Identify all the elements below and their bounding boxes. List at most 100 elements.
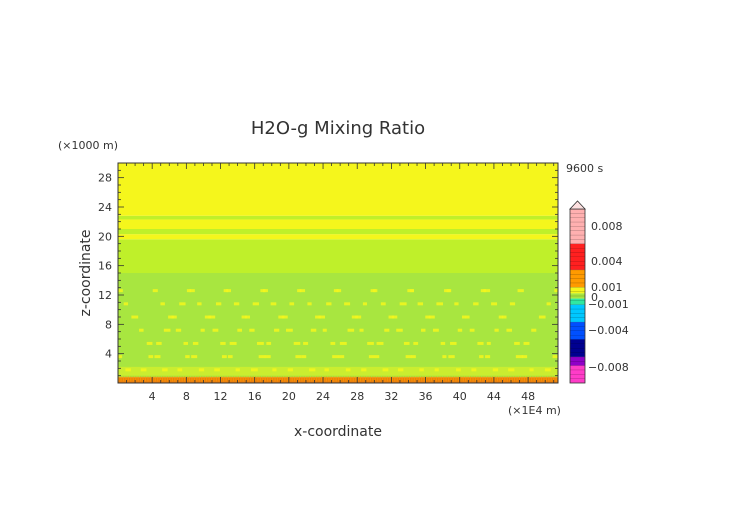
surface-streak [406, 376, 408, 382]
surface-streak [171, 376, 173, 382]
colorbar-tick-label: 0 [591, 291, 598, 304]
wave-streak [249, 328, 255, 332]
wave-streak [388, 315, 395, 319]
wave-streak [264, 355, 271, 359]
surface-streak [399, 376, 401, 382]
wave-streak [185, 355, 190, 359]
surface-streak [316, 376, 318, 382]
surface-streak [186, 376, 188, 382]
surface-streak [191, 376, 193, 382]
wave-streak [118, 355, 123, 359]
surface-streak [506, 376, 508, 382]
wave-streak [362, 302, 367, 306]
wave-streak [491, 302, 498, 306]
wave-streak [473, 302, 479, 306]
colorbar-tick-label: 0.001 [591, 281, 623, 294]
x-tick-label: 12 [214, 390, 228, 403]
surface-streak [528, 376, 530, 382]
wave-streak [229, 341, 237, 345]
colorbar-segment-3 [570, 287, 585, 294]
surface-streak [159, 376, 161, 382]
surface-streak [452, 376, 455, 382]
wave-streak [436, 302, 443, 306]
surface-streak [144, 376, 147, 382]
wave-streak [494, 328, 499, 332]
wave-streak [509, 302, 516, 306]
wave-streak [322, 328, 327, 332]
surface-streak [179, 376, 181, 382]
surface-streak [408, 376, 411, 382]
surface-streak [548, 376, 550, 382]
surface-streak [404, 376, 406, 382]
wave-streak [440, 341, 446, 345]
y-tick-label: 4 [105, 348, 112, 361]
surface-streak [289, 376, 291, 382]
x-tick-label: 20 [282, 390, 296, 403]
surface-streak [188, 376, 191, 382]
wave-streak [156, 341, 162, 345]
wave-streak [256, 341, 264, 345]
wave-streak [309, 368, 316, 372]
wave-streak [359, 328, 364, 332]
wave-streak [517, 289, 524, 293]
x-axis: 4 8 12 16 20 24 28 32 36 40 44 48 [126, 163, 555, 403]
wave-streak [552, 355, 558, 359]
x-tick-label: 4 [149, 390, 156, 403]
wave-streak [274, 328, 280, 332]
surface-streak [269, 376, 271, 382]
wave-streak [179, 302, 186, 306]
wave-streak [258, 355, 266, 359]
surface-streak [426, 376, 428, 382]
surface-streak [467, 376, 469, 382]
heatmap-band-4 [118, 229, 558, 235]
wave-streak [367, 341, 374, 345]
surface-streak [382, 376, 384, 382]
colorbar-tick-label: −0.001 [588, 298, 629, 311]
wave-streak [260, 289, 266, 293]
wave-streak [506, 328, 513, 332]
surface-streak [254, 376, 257, 382]
surface-streak [496, 376, 499, 382]
surface-streak [272, 376, 274, 382]
surface-streak [416, 376, 418, 382]
wave-streak [252, 302, 260, 306]
surface-streak [369, 376, 371, 382]
surface-streak [333, 376, 335, 382]
wave-streak [237, 328, 243, 332]
wave-streak [454, 302, 459, 306]
surface-streak [430, 376, 433, 382]
wave-streak [140, 368, 147, 372]
surface-streak [250, 376, 252, 382]
surface-streak [514, 376, 516, 382]
x-tick-label: 32 [384, 390, 398, 403]
wave-streak [281, 315, 288, 319]
surface-streak [350, 376, 352, 382]
surface-streak [538, 376, 540, 382]
wave-streak [270, 302, 277, 306]
surface-streak [362, 376, 364, 382]
surface-streak [298, 376, 301, 382]
wave-streak [214, 368, 220, 372]
surface-streak [137, 376, 139, 382]
surface-streak [330, 376, 332, 382]
surface-streak [433, 376, 435, 382]
colorbar-segment-5 [570, 298, 585, 305]
surface-streak [210, 376, 213, 382]
heatmap-band-3 [118, 234, 558, 240]
surface-streak [276, 376, 279, 382]
surface-streak [218, 376, 220, 382]
surface-streak [484, 376, 486, 382]
surface-streak [220, 376, 222, 382]
surface-streak [215, 376, 217, 382]
wave-streak [293, 341, 301, 345]
y-axis: 4 8 12 16 20 24 28 [98, 169, 558, 377]
surface-streak [401, 376, 403, 382]
surface-streak [208, 376, 210, 382]
surface-streak [267, 376, 269, 382]
wave-streak [521, 355, 528, 359]
surface-streak [213, 376, 215, 382]
surface-streak [379, 376, 381, 382]
wave-streak [303, 341, 309, 345]
wave-streak [163, 328, 171, 332]
